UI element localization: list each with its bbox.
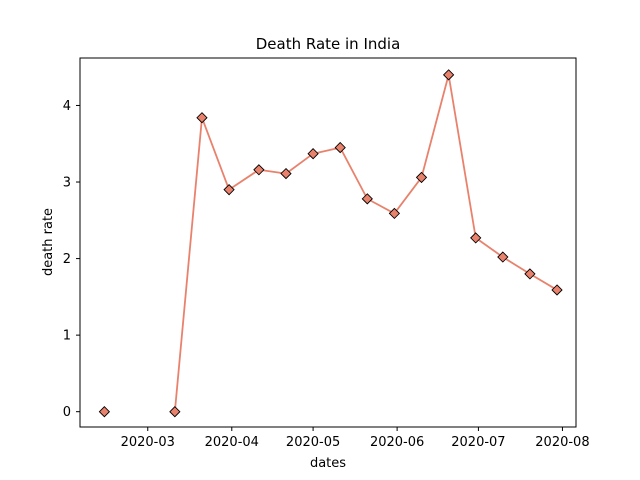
y-tick-label: 2: [63, 252, 71, 267]
data-point-marker: [223, 184, 235, 196]
x-tick-label: 2020-08: [535, 435, 589, 450]
data-point-marker: [361, 193, 373, 205]
x-axis: 2020-03 2020-04 2020-05 2020-06 2020-07 2020-…: [121, 427, 590, 450]
data-point-marker: [442, 69, 455, 81]
x-tick-label: 2020-07: [451, 435, 505, 450]
plot-frame: [79, 57, 577, 428]
y-tick-label: 3: [63, 176, 71, 191]
plot-area: [98, 69, 563, 418]
data-point-marker: [196, 112, 208, 124]
chart-title: Death Rate in India: [256, 35, 401, 53]
data-point-marker: [253, 164, 265, 176]
x-axis-label: dates: [310, 456, 346, 471]
y-tick-label: 0: [63, 405, 71, 420]
y-tick-label: 4: [63, 99, 71, 114]
data-point-marker: [415, 171, 428, 184]
data-point-marker: [307, 148, 319, 160]
x-tick-label: 2020-03: [121, 435, 175, 450]
data-point-marker: [98, 406, 111, 418]
data-point-marker: [388, 207, 401, 220]
data-point-marker: [497, 251, 509, 263]
data-point-marker: [524, 268, 536, 280]
data-point-marker: [470, 232, 482, 244]
y-axis-label: death rate: [41, 208, 56, 276]
data-point-marker: [551, 284, 563, 296]
data-point-marker: [334, 141, 346, 154]
x-tick-label: 2020-04: [205, 435, 259, 450]
data-point-marker: [169, 406, 181, 418]
x-tick-label: 2020-06: [370, 435, 424, 450]
x-tick-label: 2020-05: [286, 435, 340, 450]
data-point-marker: [280, 167, 292, 180]
y-tick-label: 1: [63, 329, 71, 344]
y-axis: 0 1 2 3 4: [63, 99, 80, 420]
